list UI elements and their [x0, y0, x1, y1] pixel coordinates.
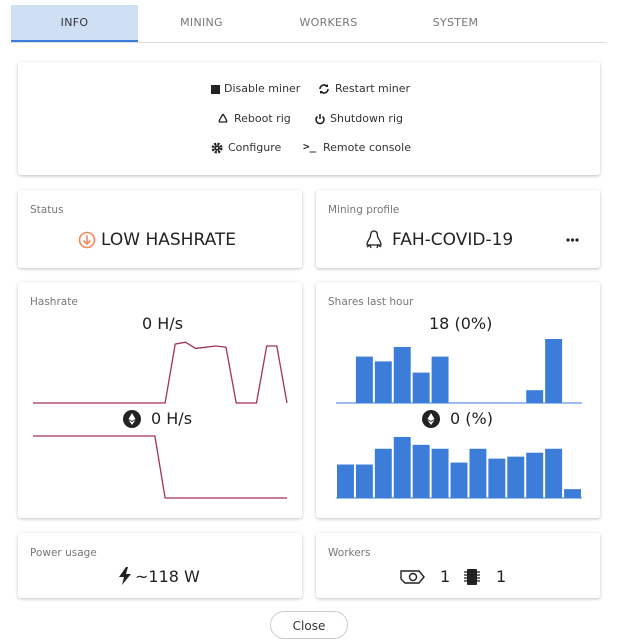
line — [33, 435, 287, 499]
bar — [526, 390, 544, 403]
bar — [393, 436, 411, 498]
close-button[interactable]: Close — [270, 611, 348, 639]
profile-value: FAH-COVID-19 — [392, 230, 514, 250]
bar — [355, 464, 373, 498]
icon — [319, 84, 329, 94]
gpu-count: 1 — [440, 567, 451, 586]
icon — [366, 230, 382, 249]
tab[interactable]: MINING — [180, 16, 223, 29]
icon — [211, 142, 223, 154]
tab[interactable]: WORKERS — [299, 16, 358, 29]
icon — [400, 570, 425, 584]
shares-total: 18 (0%) — [429, 314, 493, 333]
bar — [374, 448, 392, 498]
bar — [393, 347, 411, 403]
icon — [119, 567, 131, 585]
action-button[interactable]: Disable miner — [224, 82, 301, 95]
bar — [355, 356, 373, 403]
icon — [78, 231, 96, 249]
action-button[interactable]: Remote console — [323, 141, 411, 154]
chart — [336, 339, 582, 404]
card-label: Mining profile — [328, 204, 400, 216]
icon — [315, 114, 325, 125]
action-button[interactable]: Restart miner — [335, 82, 411, 95]
shares-eth: 0 (%) — [450, 409, 493, 428]
bar — [412, 444, 430, 498]
bar — [450, 462, 468, 498]
bar — [412, 372, 430, 403]
card-label: Workers — [328, 547, 371, 559]
card-label: Power usage — [30, 547, 97, 559]
bar — [564, 489, 581, 498]
bar — [545, 448, 563, 498]
bar — [337, 464, 354, 498]
status-value: LOW HASHRATE — [101, 230, 237, 250]
line — [33, 341, 288, 404]
hashrate-eth: 0 H/s — [151, 409, 193, 428]
tab[interactable]: SYSTEM — [432, 16, 479, 29]
tab-bar: INFO MINING WORKERS SYSTEM — [11, 5, 607, 43]
bar — [545, 339, 563, 403]
action-button[interactable]: Reboot rig — [234, 112, 291, 125]
hashrate-total: 0 H/s — [142, 314, 184, 333]
hashrate-card: Hashrate 0 H/s 0 H/s — [18, 282, 302, 518]
bar — [507, 456, 525, 498]
card-label: Status — [30, 204, 64, 216]
menu-button[interactable] — [566, 238, 579, 242]
action-button[interactable]: Shutdown rig — [330, 112, 403, 125]
chart — [33, 341, 288, 404]
tab[interactable]: INFO — [11, 5, 138, 42]
status-card: Status LOW HASHRATE — [18, 190, 302, 268]
bar — [431, 356, 449, 403]
icon — [211, 85, 220, 94]
bar — [526, 452, 544, 498]
bar — [374, 361, 392, 403]
cpu-count: 1 — [496, 567, 507, 586]
bar — [431, 448, 449, 498]
icon — [464, 569, 480, 585]
card-label: Hashrate — [30, 296, 78, 308]
power-card: Power usage ~118 W — [18, 533, 302, 598]
actions-card: Disable miner Restart miner Reboot rig S… — [18, 62, 600, 175]
chart — [336, 436, 582, 499]
icon — [422, 410, 440, 428]
shares-card: Shares last hour 18 (0%) 0 (%) — [316, 282, 600, 518]
workers-card: Workers 1 1 — [316, 533, 600, 598]
bar — [469, 448, 487, 498]
profile-card: Mining profile FAH-COVID-19 — [316, 190, 600, 268]
icon: >_ — [303, 140, 317, 153]
bar — [488, 458, 506, 498]
card-label: Shares last hour — [328, 296, 414, 308]
chart — [33, 435, 287, 499]
action-button[interactable]: Configure — [228, 141, 282, 154]
icon — [123, 410, 141, 428]
power-value: ~118 W — [135, 567, 200, 586]
icon — [218, 113, 228, 123]
